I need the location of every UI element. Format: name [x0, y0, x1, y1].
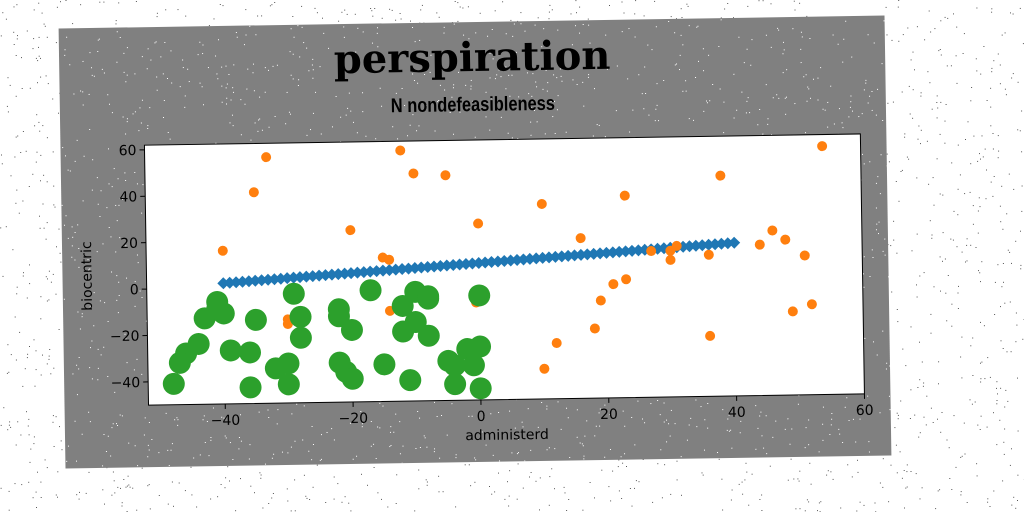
- series-2-point: [806, 299, 817, 310]
- x-tick-label: 0: [477, 409, 486, 425]
- series-3-point: [264, 357, 287, 380]
- series-2-point: [787, 306, 798, 317]
- series-2-point: [551, 338, 562, 349]
- series-3-point: [341, 367, 364, 390]
- series-2-point: [703, 249, 714, 260]
- series-2-point: [817, 141, 828, 152]
- series-3-point: [391, 294, 414, 317]
- series-3-point: [359, 279, 382, 302]
- x-tick-label: 20: [600, 407, 618, 423]
- series-3-point: [289, 326, 312, 349]
- series-3-point: [417, 324, 440, 347]
- axis-ticks: −40 −20 0 20 40 60 −40 −20 0 20 40 60: [110, 143, 874, 429]
- series-3-point: [340, 318, 363, 341]
- series-3-point: [168, 351, 191, 374]
- series-2-point: [539, 363, 550, 374]
- series-2-point: [595, 295, 606, 306]
- series-2-point: [408, 168, 419, 179]
- series-3-point: [462, 354, 485, 377]
- series-3-point: [219, 339, 242, 362]
- chart-card: perspiration N nondefeasibleness −40 −20 0…: [58, 15, 892, 469]
- x-tick-label: −40: [211, 413, 241, 429]
- series-3-point: [417, 287, 440, 310]
- series-2-point: [589, 323, 600, 334]
- series-2-point: [473, 218, 484, 229]
- x-axis-label: administerd: [465, 427, 549, 444]
- series-3-point: [404, 311, 427, 334]
- series-3-point: [277, 373, 300, 396]
- series-2-point: [705, 330, 716, 341]
- y-tick-label: 40: [119, 189, 137, 205]
- series-2-point: [671, 240, 682, 251]
- series-3-point: [244, 308, 267, 331]
- series-2-point: [282, 319, 293, 330]
- series-2-point: [665, 254, 676, 265]
- series-3-point: [469, 335, 492, 358]
- series-2-point: [767, 225, 778, 236]
- series-3-point: [239, 376, 262, 399]
- plot-area: [143, 133, 865, 406]
- y-tick-label: 20: [120, 236, 138, 252]
- scatter-plot: −40 −20 0 20 40 60 −40 −20 0 20 40 60 administerd b…: [79, 133, 874, 444]
- series-2-point: [646, 246, 657, 257]
- series-2-point: [384, 254, 395, 265]
- series-3-point: [469, 377, 492, 400]
- series-2-point: [754, 239, 765, 250]
- series-3-point: [373, 353, 396, 376]
- x-tick-label: 60: [856, 403, 874, 419]
- y-tick-label: 0: [130, 282, 139, 298]
- series-3-point: [239, 341, 262, 364]
- x-tick-label: 40: [728, 405, 746, 421]
- series-3-point: [289, 305, 312, 328]
- series-2-point: [608, 279, 619, 290]
- series-3-point: [443, 354, 466, 377]
- series-3-point: [444, 373, 467, 396]
- series-2-point: [575, 233, 586, 244]
- y-tick-label: −20: [110, 329, 140, 345]
- y-tick-label: 60: [119, 143, 137, 159]
- series-2-point: [780, 234, 791, 245]
- y-axis-label: biocentric: [79, 241, 96, 311]
- series-2-point: [345, 225, 356, 236]
- series-3-point: [328, 351, 351, 374]
- series-2-point: [217, 245, 228, 256]
- series-2-point: [621, 274, 632, 285]
- series-1-point: [728, 236, 741, 249]
- series-2-point: [799, 250, 810, 261]
- series-3-point: [399, 369, 422, 392]
- series-2-point: [619, 190, 630, 201]
- y-tick-label: −40: [111, 375, 141, 391]
- series-3-point: [162, 372, 185, 395]
- series-3-point: [282, 282, 305, 305]
- series-2-point: [536, 198, 547, 209]
- series-2-point: [261, 152, 272, 163]
- series-2-point: [715, 170, 726, 181]
- series-2-point: [440, 170, 451, 181]
- series-2-point: [248, 187, 259, 198]
- series-2-point: [395, 145, 406, 156]
- series-3-point: [327, 305, 350, 328]
- data-marks: [162, 141, 828, 400]
- series-3-point: [468, 284, 491, 307]
- series-3-point: [212, 302, 235, 325]
- x-tick-label: −20: [338, 411, 368, 427]
